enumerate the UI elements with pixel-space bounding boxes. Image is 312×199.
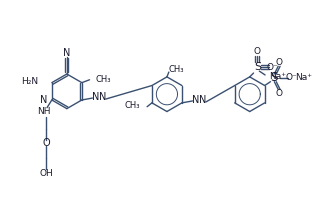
Text: N: N xyxy=(99,92,107,102)
Text: CH₃: CH₃ xyxy=(125,101,140,110)
Text: CH₃: CH₃ xyxy=(95,75,111,84)
Text: S: S xyxy=(271,71,278,84)
Text: CH₃: CH₃ xyxy=(169,65,184,74)
Text: H₂N: H₂N xyxy=(21,77,38,86)
Text: Na⁺: Na⁺ xyxy=(269,72,286,81)
Text: O: O xyxy=(254,47,261,56)
Text: N: N xyxy=(192,95,199,105)
Text: N: N xyxy=(199,95,207,105)
Text: O: O xyxy=(42,138,50,148)
Text: NH: NH xyxy=(37,107,51,116)
Text: N: N xyxy=(92,92,99,102)
Text: S: S xyxy=(254,62,261,72)
Text: O: O xyxy=(275,58,283,67)
Text: N: N xyxy=(40,95,47,105)
Text: N: N xyxy=(63,48,71,58)
Text: O⁻: O⁻ xyxy=(267,63,279,72)
Text: O: O xyxy=(275,89,283,98)
Text: OH: OH xyxy=(39,169,53,178)
Text: Na⁺: Na⁺ xyxy=(295,73,312,82)
Text: O⁻: O⁻ xyxy=(286,73,298,82)
